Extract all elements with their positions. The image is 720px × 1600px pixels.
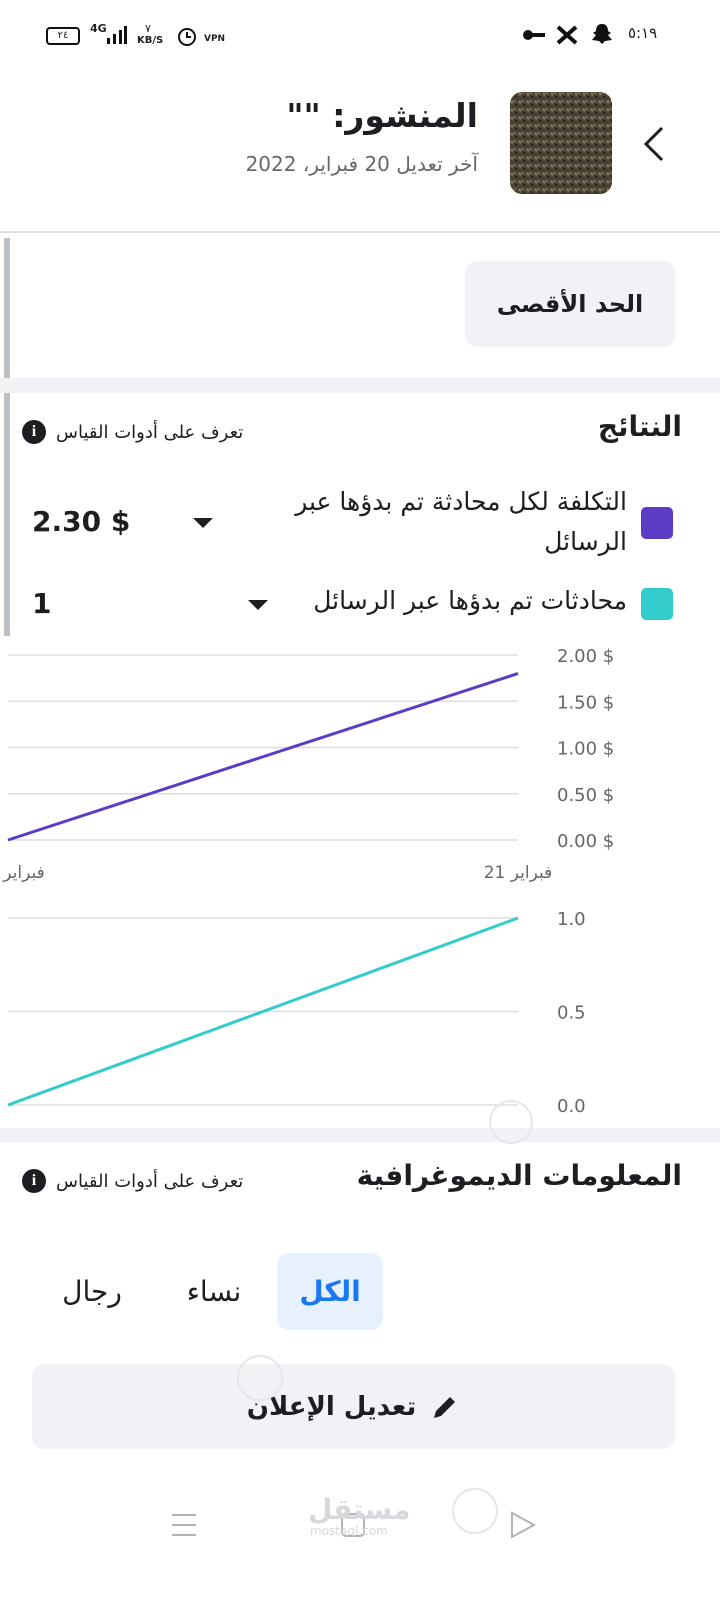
- tab-men[interactable]: رجال: [62, 1275, 122, 1308]
- x-tick-label: فبراير: [2, 863, 44, 883]
- pencil-icon: [434, 1396, 456, 1418]
- y-tick-label: 2.00 $: [557, 646, 614, 667]
- info-icon: i: [22, 420, 46, 444]
- back-button[interactable]: [640, 125, 666, 163]
- charts: 0.00 $ 0.50 $ 1.00 $ 1.50 $ 2.00 $ فبراير فبرا…: [2, 646, 614, 1117]
- key-icon: [523, 30, 545, 40]
- speed-value: ٧: [145, 22, 151, 35]
- y-tick-label: 0.00 $: [557, 831, 614, 852]
- post-title: المنشور: "": [286, 96, 478, 135]
- y-tick-label: 1.50 $: [557, 692, 614, 713]
- demographics-title: المعلومات الديموغرافية: [356, 1159, 682, 1192]
- menu-button[interactable]: [172, 1514, 196, 1536]
- metric-color: [641, 507, 673, 539]
- tab-all[interactable]: الكل: [277, 1253, 383, 1330]
- metric-name: التكلفة لكل محادثة تم بدؤها عبر الرسائل: [295, 487, 627, 556]
- info-icon: i: [22, 1169, 46, 1193]
- line-series: [7, 672, 519, 842]
- scroll-indicator: [4, 238, 10, 636]
- section-separator: [0, 1128, 720, 1142]
- x-icon: [556, 25, 578, 45]
- y-tick-label: 1.00 $: [557, 739, 614, 760]
- metric-value: 1: [32, 587, 52, 620]
- info-link[interactable]: تعرف على أدوات القياس i: [22, 420, 243, 444]
- watermark: mostaql.com: [310, 1524, 388, 1538]
- tab-women[interactable]: نساء: [186, 1275, 242, 1308]
- results-title: النتائج: [597, 410, 682, 443]
- x-tick-label: فبراير 21: [484, 863, 553, 883]
- line-series: [7, 916, 519, 1107]
- metric-color: [641, 588, 673, 620]
- y-tick-label: 0.50 $: [557, 785, 614, 806]
- dropdown-caret[interactable]: [248, 600, 268, 610]
- info-link-text[interactable]: تعرف على أدوات القياس: [56, 421, 244, 443]
- speed-unit: KB/S: [137, 35, 164, 46]
- post-subtitle: آخر تعديل 20 فبراير، 2022: [245, 152, 478, 176]
- vpn-label: VPN: [204, 34, 226, 44]
- divider: [0, 231, 720, 233]
- edit-ad-button[interactable]: تعديل الإعلان: [32, 1364, 675, 1449]
- y-tick-label: 1.0: [557, 909, 586, 930]
- battery: ٢٤: [46, 27, 80, 45]
- dropdown-caret[interactable]: [193, 518, 213, 528]
- signal-icon: [107, 26, 127, 44]
- max-button[interactable]: الحد الأقصى: [465, 261, 675, 347]
- home-button[interactable]: [341, 1513, 365, 1537]
- edit-ad-label[interactable]: تعديل الإعلان: [246, 1391, 417, 1422]
- y-tick-label: 0.5: [557, 1003, 586, 1024]
- section-separator: [0, 378, 720, 393]
- alarm-icon: [178, 28, 196, 46]
- watermark: مستقل: [308, 1493, 411, 1526]
- info-link[interactable]: تعرف على أدوات القياس i: [22, 1169, 243, 1193]
- back-nav-button[interactable]: [511, 1511, 537, 1539]
- touch-indicator: [452, 1488, 498, 1534]
- network-type: 4G: [90, 22, 107, 35]
- clock: ٥:١٩: [628, 24, 658, 42]
- metric-name: محادثات تم بدؤها عبر الرسائل: [313, 586, 627, 615]
- metric-value: 2.30 $: [32, 505, 131, 538]
- snapchat-icon: [592, 24, 612, 44]
- y-tick-label: 0.0: [557, 1096, 586, 1117]
- nav-bar: [172, 1488, 537, 1539]
- post-thumbnail: [510, 92, 612, 194]
- info-link-text[interactable]: تعرف على أدوات القياس: [56, 1170, 244, 1192]
